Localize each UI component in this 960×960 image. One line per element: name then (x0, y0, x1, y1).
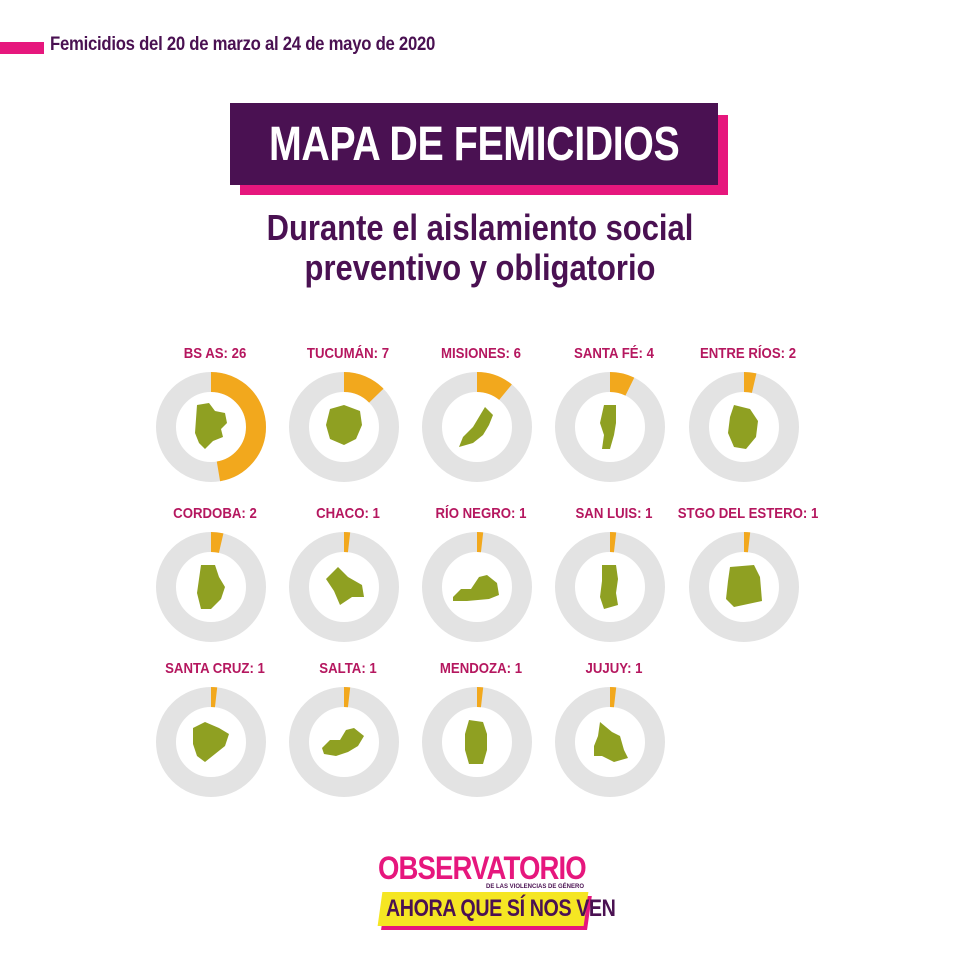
logo-sub-text: DE LAS VIOLENCIAS DE GÉNERO (486, 884, 585, 890)
province-cell: BS AS: 26 (155, 345, 275, 495)
donut-chart (422, 532, 532, 642)
subtitle-line-2: preventivo y obligatorio (304, 247, 656, 288)
province-map-icon (600, 405, 616, 449)
province-label: TUCUMÁN: 7 (306, 345, 390, 362)
province-cell: SAN LUIS: 1 (554, 505, 674, 655)
province-label: ENTRE RÍOS: 2 (699, 345, 797, 362)
donut-chart (422, 372, 532, 482)
province-map-icon (197, 565, 225, 609)
donut-chart (289, 372, 399, 482)
province-cell: MENDOZA: 1 (421, 660, 541, 810)
subtitle: Durante el aislamiento social preventivo… (140, 208, 820, 288)
province-cell: MISIONES: 6 (421, 345, 541, 495)
donut-chart (156, 687, 266, 797)
province-cell: SANTA FÉ: 4 (554, 345, 674, 495)
province-label: JUJUY: 1 (585, 660, 643, 677)
donut-value-arc (555, 687, 665, 797)
donut-chart (156, 372, 266, 482)
page-title: MAPA DE FEMICIDIOS (268, 117, 680, 171)
province-map-icon (728, 405, 758, 449)
province-label: SALTA: 1 (319, 660, 377, 677)
donut-value-arc (555, 372, 665, 482)
province-label: STGO DEL ESTERO: 1 (677, 505, 819, 522)
province-label: RÍO NEGRO: 1 (435, 505, 527, 522)
province-map-icon (459, 407, 493, 447)
province-map-icon (600, 565, 618, 609)
province-map-icon (465, 720, 487, 764)
donut-value-arc (555, 532, 665, 642)
province-cell: TUCUMÁN: 7 (288, 345, 408, 495)
header-accent-bar (0, 42, 44, 54)
title-box: MAPA DE FEMICIDIOS (230, 103, 718, 185)
province-label: BS AS: 26 (183, 345, 247, 362)
province-cell: SANTA CRUZ: 1 (155, 660, 275, 810)
province-map-icon (322, 728, 364, 756)
donut-chart (555, 687, 665, 797)
donut-value-arc (422, 687, 532, 797)
province-map-icon (195, 403, 227, 449)
donut-chart (689, 372, 799, 482)
province-cell: ENTRE RÍOS: 2 (688, 345, 808, 495)
province-map-icon (726, 565, 762, 607)
donut-value-arc (289, 532, 399, 642)
province-cell: SALTA: 1 (288, 660, 408, 810)
province-label: SANTA CRUZ: 1 (165, 660, 265, 677)
subtitle-line-1: Durante el aislamiento social (266, 207, 694, 248)
province-map-icon (193, 722, 229, 762)
donut-chart (689, 532, 799, 642)
donut-value-arc (422, 372, 532, 482)
title-block: MAPA DE FEMICIDIOS (230, 103, 728, 195)
province-cell: RÍO NEGRO: 1 (421, 505, 541, 655)
donut-value-arc (689, 532, 799, 642)
province-label: MENDOZA: 1 (439, 660, 523, 677)
donut-value-arc (689, 372, 799, 482)
province-label: MISIONES: 6 (441, 345, 521, 362)
logo-band-text: AHORA QUE SÍ NOS VEN (386, 895, 616, 922)
donut-value-arc (422, 532, 532, 642)
donut-value-arc (156, 372, 266, 482)
province-cell: CORDOBA: 2 (155, 505, 275, 655)
province-cell: JUJUY: 1 (554, 660, 674, 810)
period-text: Femicidios del 20 de marzo al 24 de mayo… (50, 34, 436, 55)
logo-main-text: OBSERVATORIO (378, 850, 587, 886)
donut-value-arc (289, 687, 399, 797)
donut-value-arc (156, 532, 266, 642)
province-map-icon (453, 575, 499, 601)
donut-value-arc (156, 687, 266, 797)
observatorio-logo: OBSERVATORIO DE LAS VIOLENCIAS DE GÉNERO… (377, 850, 616, 940)
province-map-icon (326, 405, 362, 445)
donut-chart (289, 687, 399, 797)
donut-chart (555, 372, 665, 482)
province-label: SANTA FÉ: 4 (574, 345, 654, 362)
province-cell: STGO DEL ESTERO: 1 (678, 505, 818, 655)
donut-chart (555, 532, 665, 642)
province-label: CORDOBA: 2 (173, 505, 257, 522)
province-label: SAN LUIS: 1 (575, 505, 653, 522)
donut-chart (289, 532, 399, 642)
donut-chart (422, 687, 532, 797)
donut-value-arc (289, 372, 399, 482)
province-map-icon (594, 722, 628, 762)
province-cell: CHACO: 1 (288, 505, 408, 655)
province-label: CHACO: 1 (316, 505, 380, 522)
donut-chart (156, 532, 266, 642)
province-map-icon (326, 567, 364, 605)
